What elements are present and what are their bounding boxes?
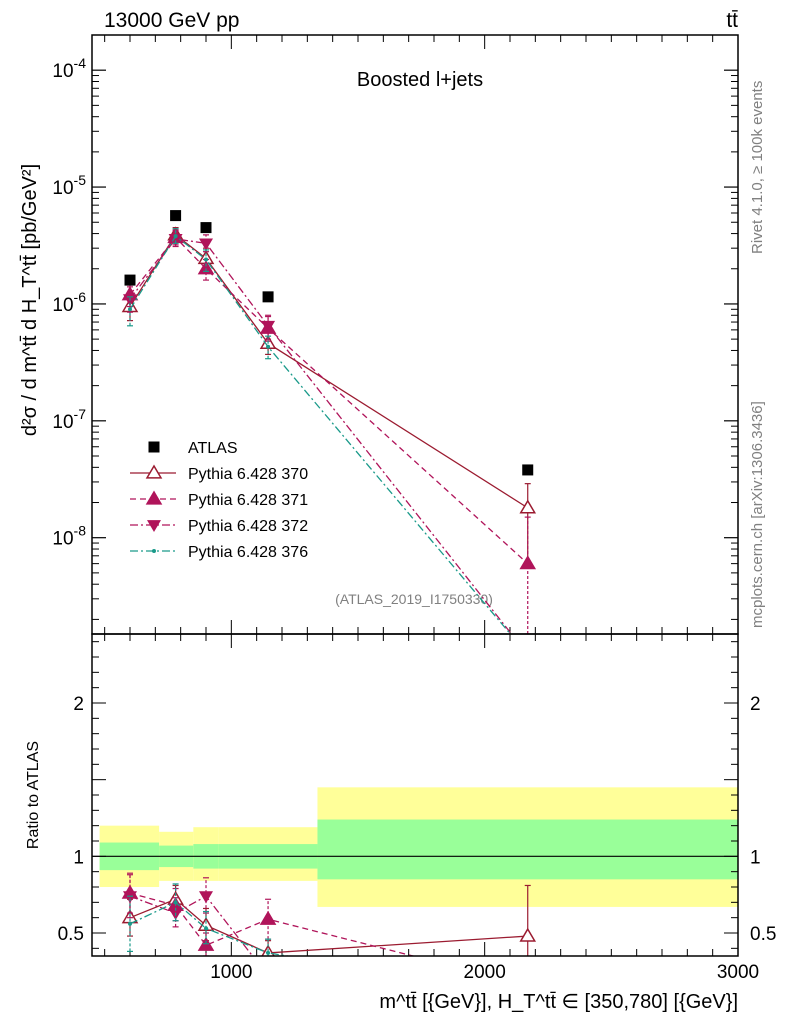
ratio-mc4-point — [128, 921, 132, 926]
ratio-mc3-point — [199, 891, 213, 904]
ratio-mc1-line — [129, 898, 528, 954]
ratio-uncertainty-bands — [99, 787, 738, 907]
ratio-mc2-point — [259, 910, 277, 925]
main-title: Boosted l+jets — [357, 69, 483, 91]
main-mc2-point — [197, 260, 215, 275]
ratio-mc3-point — [261, 971, 275, 983]
ratio-ytick-label-right: 0.5 — [750, 924, 776, 945]
main-mc1-point — [519, 499, 537, 514]
main-series-group — [121, 210, 537, 662]
ratio-mc4-line — [129, 901, 292, 956]
process-label: tt̄ — [726, 9, 738, 32]
ratio-mc4-point — [173, 900, 178, 905]
main-mc4-point — [128, 307, 132, 312]
ratio-ytick-label-right: 2 — [750, 694, 761, 715]
svg-text:d²σ / d m^tt̄ d H_T^tt̄ [pb/Ge: d²σ / d m^tt̄ d H_T^tt̄ [pb/GeV²] — [19, 164, 41, 436]
main-ytick-label: 10-4 — [52, 55, 86, 82]
legend-label: Pythia 6.428 371 — [188, 492, 308, 509]
xtick-label: 3000 — [717, 962, 759, 983]
legend-label: ATLAS — [188, 440, 238, 457]
main-mc4-point — [173, 234, 178, 239]
main-ytick-label: 10-6 — [52, 289, 86, 316]
legend: ATLAS Pythia 6.428 370 Pythia 6.428 371 Pyt… — [130, 440, 308, 561]
energy-label: 13000 GeV pp — [104, 9, 239, 32]
ratio-ytick-label-right: 1 — [750, 847, 761, 868]
ratio-ytick-label-left: 2 — [73, 694, 84, 715]
xtick-label: 2000 — [464, 962, 506, 983]
main-mc3-point — [199, 238, 213, 251]
ratio-ytick-label-left: 1 — [73, 847, 84, 868]
main-ytick-label: 10-5 — [52, 172, 86, 199]
legend-marker — [145, 464, 163, 479]
main-mc3-line — [129, 238, 513, 634]
svg-text:Ratio to ATLAS: Ratio to ATLAS — [25, 741, 42, 849]
main-mc3-point — [521, 650, 535, 662]
ratio-mc4-point — [204, 926, 208, 931]
main-atlas-point — [170, 210, 182, 222]
main-atlas-point — [200, 222, 212, 234]
legend-marker — [147, 520, 161, 532]
main-mc2-point — [519, 555, 537, 570]
ratio-mc4-point — [266, 950, 271, 955]
ratio-mc3-point — [123, 891, 137, 904]
main-ylabel: d²σ / d m^tt̄ d H_T^tt̄ [pb/GeV²] — [19, 164, 41, 436]
legend-label: Pythia 6.428 372 — [188, 518, 308, 535]
ratio-mc2-point — [521, 978, 535, 990]
ratio-frame — [91, 633, 739, 957]
ratio-mc1-point — [519, 927, 537, 942]
main-mc3-point — [168, 234, 183, 246]
main-mc3-point — [261, 320, 276, 333]
main-atlas-point — [522, 464, 534, 476]
main-ytick-label: 10-7 — [52, 406, 86, 433]
mcplots-label: mcplots.cern.ch [arXiv:1306.3436] — [749, 401, 766, 628]
band-green — [317, 819, 738, 880]
ratio-ylabel: Ratio to ATLAS — [25, 741, 42, 849]
ratio-mc2-line — [129, 892, 416, 956]
legend-marker — [152, 549, 156, 553]
legend-marker — [145, 490, 163, 505]
legend-marker — [148, 441, 160, 453]
x-axis-title: m^tt̄ [{GeV}], H_T^tt̄ ∈ [350,780] [{GeV… — [379, 991, 738, 1013]
main-mc4-point — [526, 653, 530, 657]
main-atlas-point — [124, 274, 136, 286]
main-mc4-point — [204, 257, 208, 262]
ratio-series-group — [121, 872, 537, 990]
ratio-ytick-label-left: 0.5 — [58, 924, 84, 945]
xtick-label: 1000 — [210, 962, 252, 983]
rivet-label: Rivet 4.1.0, ≥ 100k events — [749, 81, 766, 254]
legend-label: Pythia 6.428 376 — [188, 544, 308, 561]
main-mc2-line — [129, 236, 529, 565]
main-ytick-label: 10-8 — [52, 523, 86, 550]
analysis-tag: (ATLAS_2019_I1750330) — [335, 591, 493, 607]
axis-ticks: 10-4 10-5 10-6 10-7 10-8 1000 2000 3000 0.5 0.5 1 1… — [52, 34, 776, 983]
main-atlas-point — [262, 291, 274, 303]
legend-label: Pythia 6.428 370 — [188, 466, 308, 483]
main-mc4-point — [266, 344, 271, 349]
